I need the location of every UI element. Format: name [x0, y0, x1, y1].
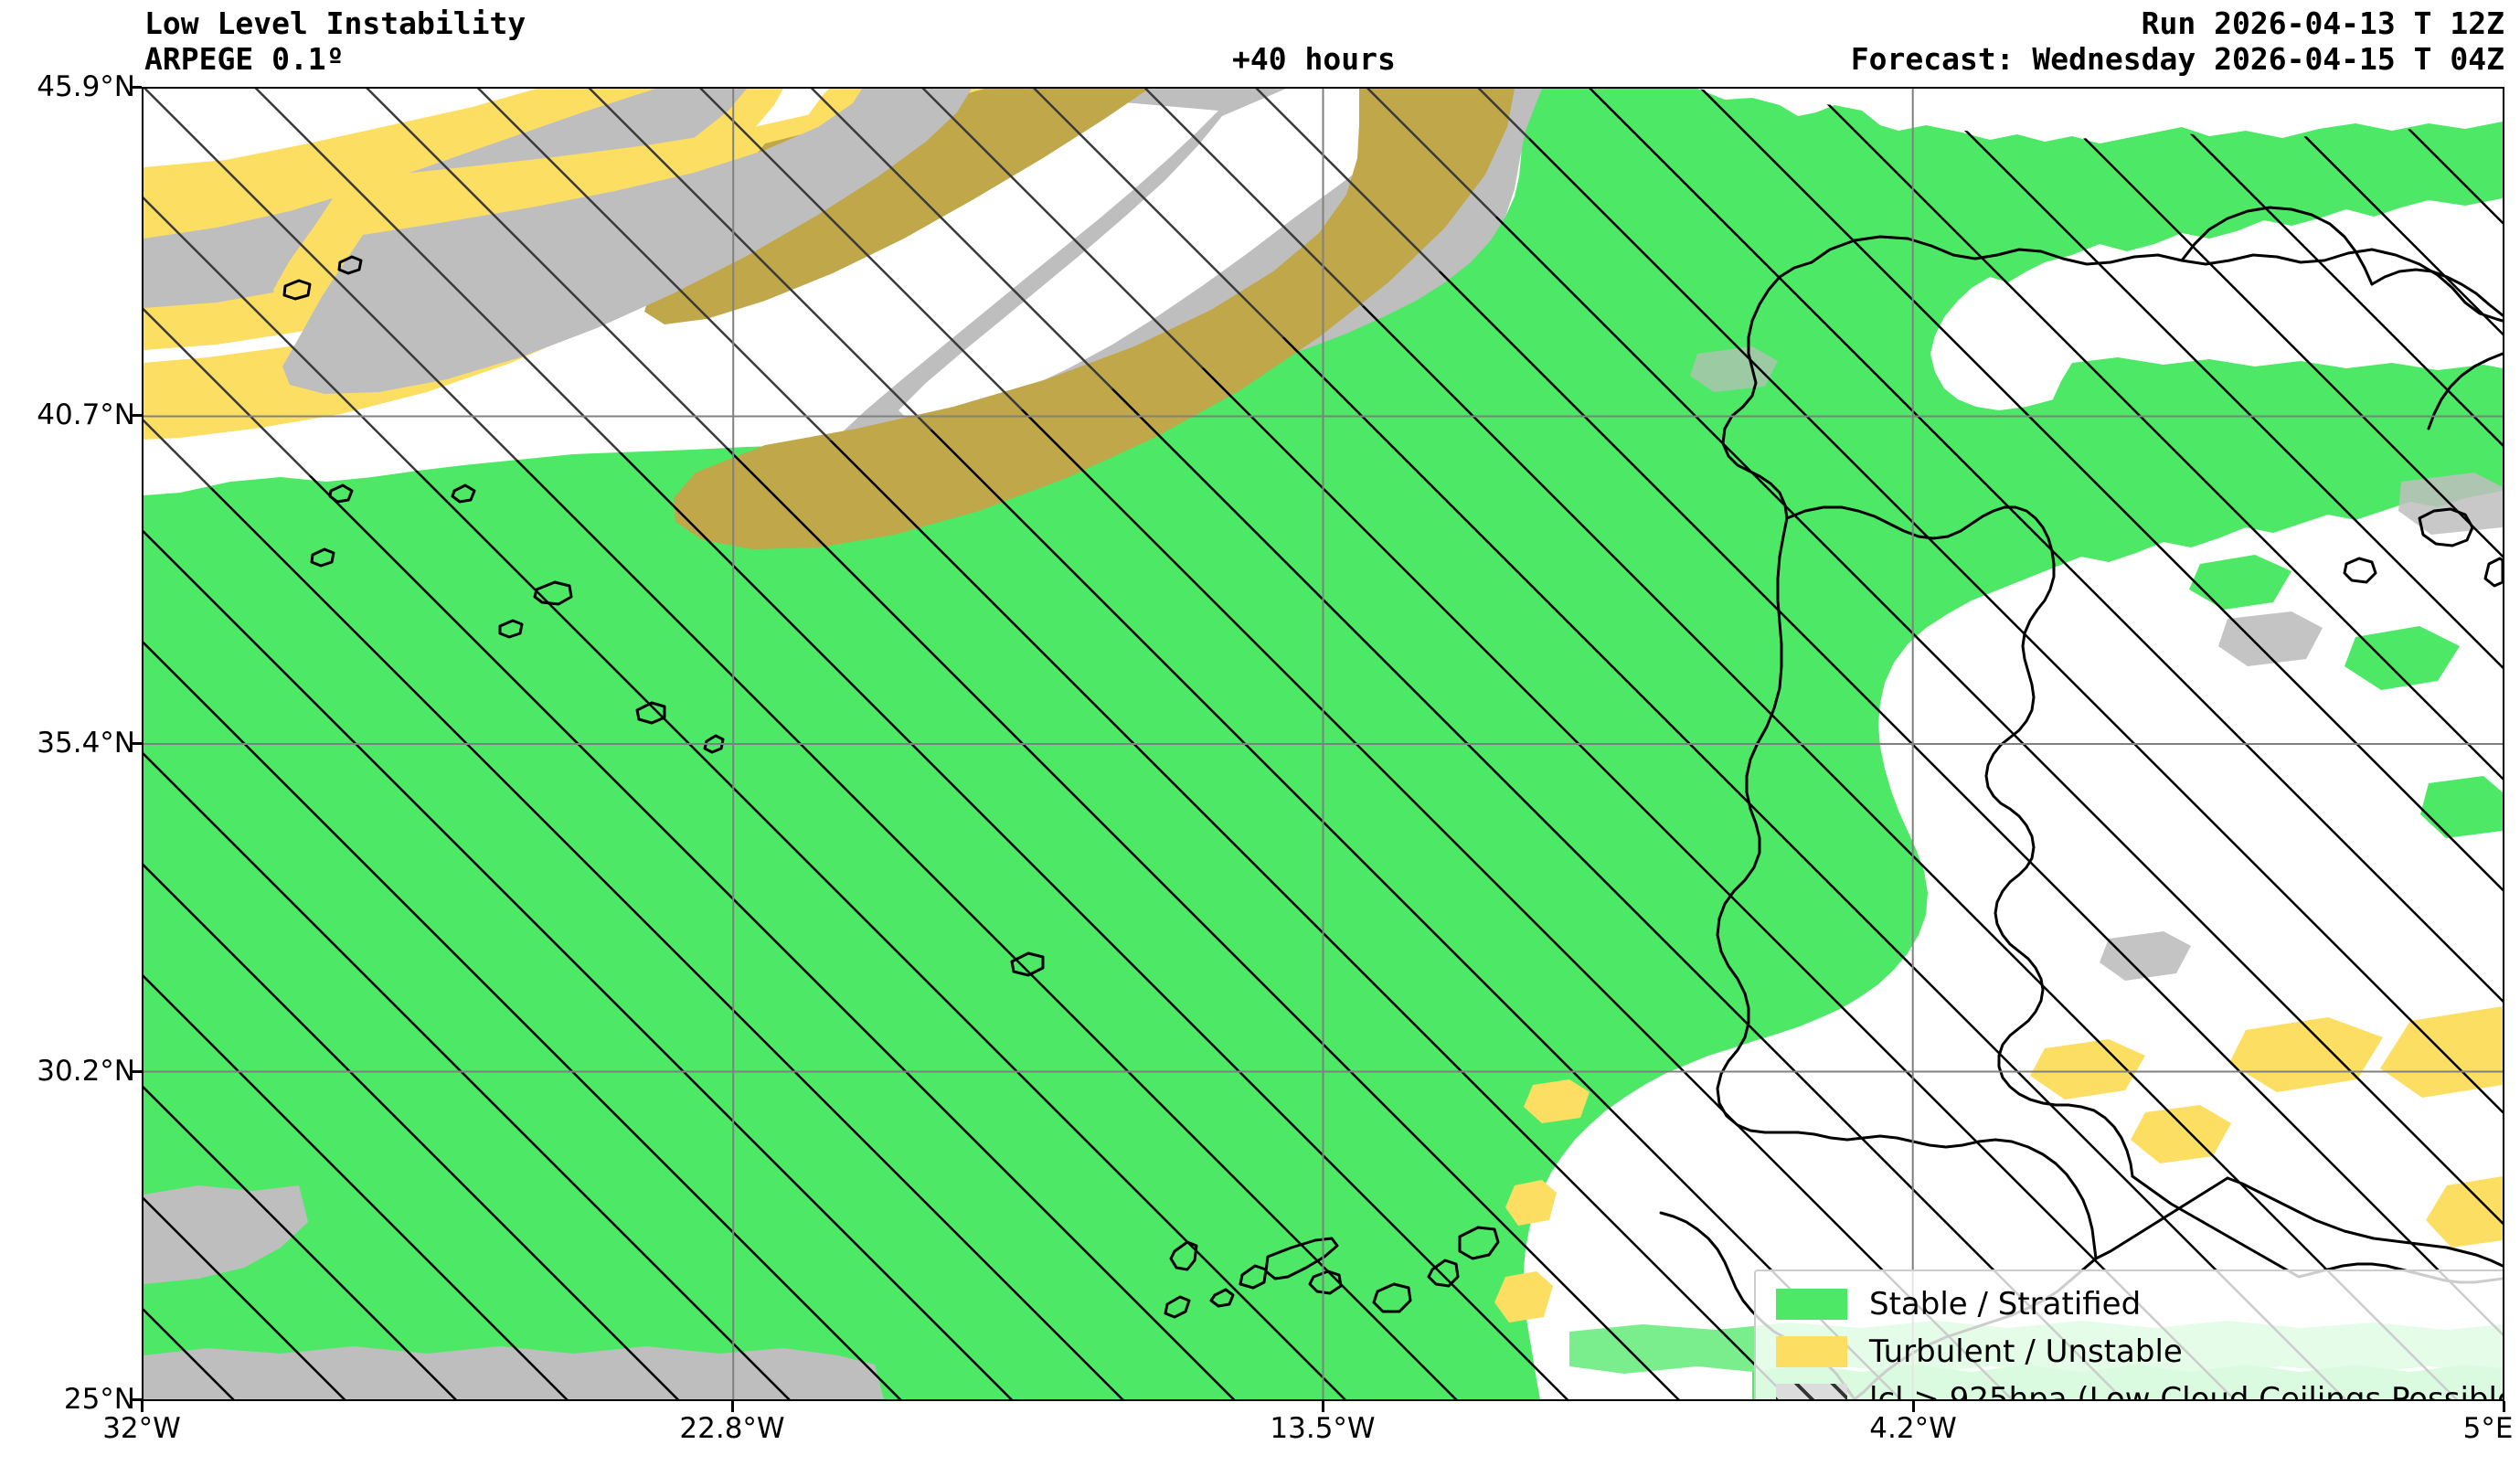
legend-swatch-lcl: [1776, 1384, 1847, 1399]
weather-map-plot: Stable / Stratified Turbulent / Unstable…: [142, 87, 2504, 1401]
x-tick-label-0: 32°W: [102, 1412, 181, 1445]
lead-time-label: +40 hours: [1232, 41, 1396, 77]
x-tick-label-4: 5°E: [2462, 1412, 2514, 1445]
y-tick-mark-3: [131, 1070, 142, 1073]
y-tick-label-1: 40.7°N: [37, 398, 135, 431]
x-tick-label-2: 13.5°W: [1270, 1412, 1376, 1445]
model-subtitle: ARPEGE 0.1º: [144, 41, 345, 77]
x-tick-mark-1: [731, 1401, 734, 1412]
legend-label-stable: Stable / Stratified: [1869, 1286, 2142, 1323]
y-tick-mark-1: [131, 414, 142, 417]
legend-item-stable[interactable]: Stable / Stratified: [1756, 1280, 2503, 1328]
y-tick-label-0: 45.9°N: [37, 70, 135, 103]
x-tick-label-3: 4.2°W: [1869, 1412, 1957, 1445]
map-fields: [144, 89, 2503, 1399]
page-title: Low Level Instability: [144, 5, 526, 41]
map-legend[interactable]: Stable / Stratified Turbulent / Unstable…: [1754, 1269, 2504, 1401]
legend-item-lcl[interactable]: lcl > 925hpa (Low Cloud Ceilings Possibl…: [1756, 1376, 2504, 1401]
y-tick-mark-4: [131, 1398, 142, 1401]
x-tick-mark-4: [2503, 1401, 2505, 1412]
gridlines: [144, 89, 2503, 1399]
forecast-timestamp: Forecast: Wednesday 2026-04-15 T 04Z: [1850, 41, 2504, 77]
legend-label-turbulent: Turbulent / Unstable: [1869, 1333, 2183, 1370]
y-tick-label-3: 30.2°N: [37, 1055, 135, 1088]
legend-swatch-stable: [1776, 1289, 1847, 1320]
y-tick-mark-0: [131, 86, 142, 89]
x-tick-mark-0: [141, 1401, 144, 1412]
y-tick-mark-2: [131, 742, 142, 745]
map-canvas: [144, 89, 2503, 1399]
legend-label-lcl: lcl > 925hpa (Low Cloud Ceilings Possibl…: [1869, 1381, 2504, 1401]
legend-swatch-turbulent: [1776, 1336, 1847, 1367]
chart-header: Low Level Instability ARPEGE 0.1º +40 ho…: [0, 0, 2520, 84]
coastlines: [282, 206, 2503, 1399]
y-tick-label-2: 35.4°N: [37, 727, 135, 760]
run-timestamp: Run 2026-04-13 T 12Z: [2141, 5, 2504, 41]
y-tick-label-4: 25°N: [63, 1383, 135, 1416]
x-tick-mark-3: [1912, 1401, 1915, 1412]
legend-item-turbulent[interactable]: Turbulent / Unstable: [1756, 1328, 2503, 1376]
x-tick-label-1: 22.8°W: [679, 1412, 785, 1445]
x-tick-mark-2: [1322, 1401, 1324, 1412]
